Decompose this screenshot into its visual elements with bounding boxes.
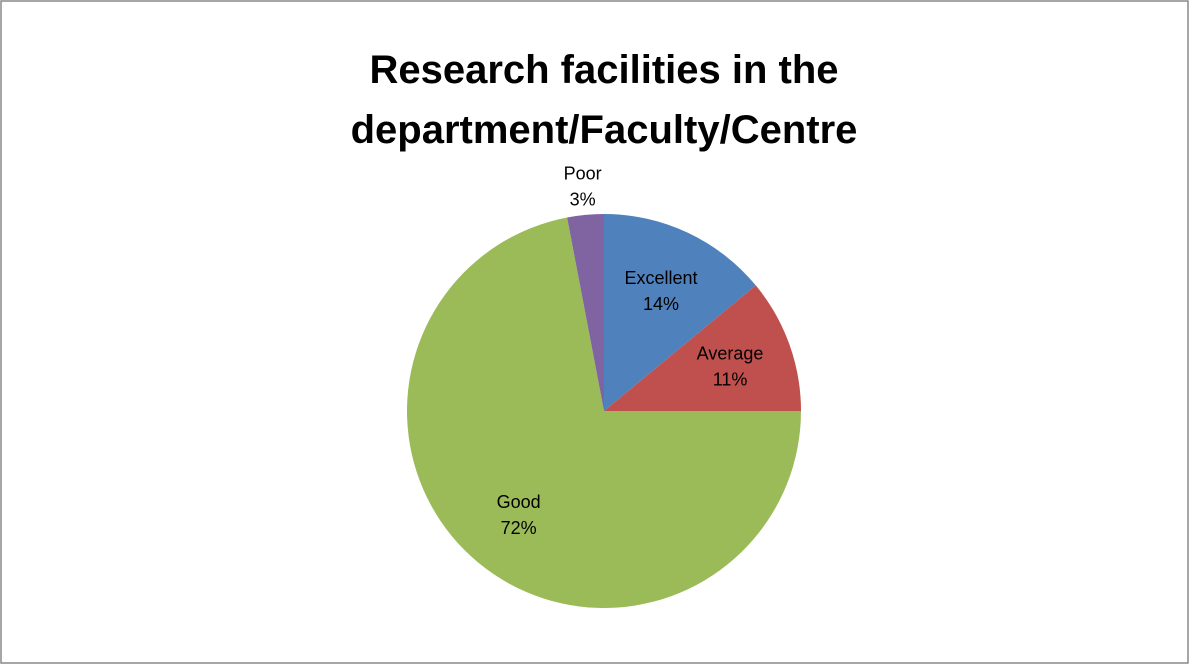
chart-title: Research facilities in the department/Fa…: [350, 48, 858, 152]
slice-category: Excellent: [625, 268, 698, 288]
slice-label: Excellent 14%: [625, 268, 698, 314]
pie-slice: [604, 214, 756, 411]
slice-label: Average 11%: [697, 344, 764, 390]
pie-slice: [604, 285, 801, 411]
slice-category: Good: [497, 492, 541, 512]
slice-value: 72%: [501, 518, 537, 538]
pie-slice: [406, 217, 801, 609]
slice-value: 3%: [570, 189, 596, 209]
slice-category: Average: [697, 344, 764, 364]
slice-category: Poor: [564, 163, 602, 183]
slice-label: Good 72%: [497, 492, 541, 538]
slice-value: 11%: [713, 370, 748, 390]
slice-label: Poor 3%: [564, 163, 602, 209]
slice-value: 14%: [643, 294, 679, 314]
pie-slice: [567, 214, 604, 411]
